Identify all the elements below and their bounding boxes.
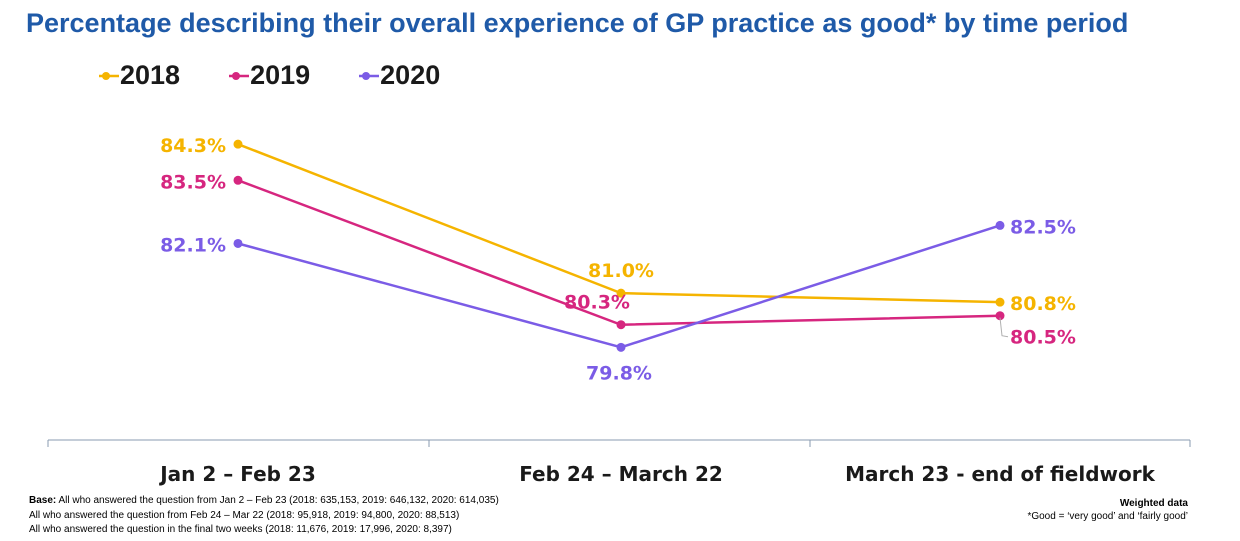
legend-marker-icon [359, 71, 380, 80]
data-label-2019: 80.3% [564, 292, 630, 314]
x-tick-label: Jan 2 – Feb 23 [158, 462, 316, 486]
data-point-2019 [233, 175, 243, 185]
legend-marker-icon [229, 71, 250, 80]
data-point-2019 [616, 320, 626, 330]
data-point-2020 [233, 238, 243, 248]
data-point-2018 [233, 139, 243, 149]
data-label-2018: 81.0% [588, 260, 654, 282]
data-label-2019: 83.5% [160, 171, 226, 193]
x-tick-label: Feb 24 – March 22 [519, 462, 723, 486]
data-point-2020 [995, 220, 1005, 230]
base-label: Base: [29, 495, 57, 506]
base-line-2: All who answered the question from Feb 2… [29, 509, 460, 521]
x-tick-label: March 23 - end of fieldwork [845, 462, 1156, 486]
data-label-2018: 84.3% [160, 135, 226, 157]
series-line-2020 [237, 224, 1001, 349]
legend-label: 2019 [250, 60, 311, 90]
base-note: Base: All who answered the question from… [29, 494, 499, 538]
weighted-data-label: Weighted data [1119, 498, 1188, 509]
chart-title: Percentage describing their overall expe… [26, 8, 1129, 38]
data-label-2019: 80.5% [1010, 327, 1076, 349]
legend-label: 2018 [120, 60, 181, 90]
legend-marker-icon [99, 71, 119, 80]
legend-item-2019: 2019 [228, 60, 310, 91]
base-line-1: Base: All who answered the question from… [29, 495, 499, 506]
data-point-2018 [616, 288, 626, 298]
weighting-note: Weighted data *Good = ‘very good’ and ‘f… [1027, 497, 1188, 523]
base-line-3: All who answered the question in the fin… [29, 524, 452, 535]
good-definition: *Good = ‘very good’ and ‘fairly good’ [1027, 511, 1188, 522]
data-label-2020: 79.8% [586, 362, 652, 384]
data-label-2020: 82.1% [160, 234, 226, 256]
data-label-2018: 80.8% [1010, 293, 1076, 315]
legend-item-2020: 2020 [358, 60, 440, 91]
legend: 2018 2019 2020 [98, 60, 440, 91]
label-leader-line [999, 317, 1009, 338]
data-label-2020: 82.5% [1010, 216, 1076, 238]
legend-item-2018: 2018 [98, 60, 180, 91]
legend-label: 2020 [380, 60, 441, 90]
data-point-2020 [616, 342, 626, 352]
data-point-2018 [995, 297, 1005, 307]
data-point-2019 [995, 311, 1005, 321]
